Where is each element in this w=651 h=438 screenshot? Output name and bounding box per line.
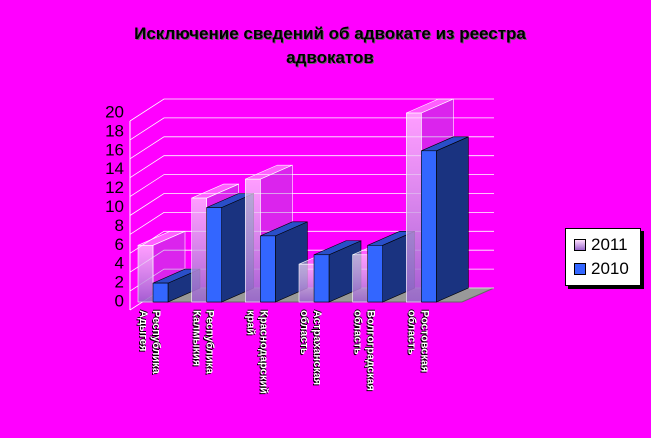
chart-title: Исключение сведений об адвокате из реест… (134, 24, 526, 67)
x-tick-label: Республика Калмыкия (190, 310, 216, 374)
y-tick-label: 10 (105, 197, 124, 216)
y-tick-label: 6 (115, 235, 124, 254)
x-tick-label: Ростовская область (405, 310, 431, 373)
grid-line (129, 98, 494, 122)
y-tick-label: 16 (105, 140, 124, 159)
bar (298, 263, 315, 303)
legend-swatch (574, 239, 586, 251)
bar (406, 112, 422, 303)
grid-line (129, 174, 494, 197)
y-tick-label: 0 (115, 291, 124, 310)
y-tick-label: 18 (105, 121, 124, 140)
y-tick-label: 8 (115, 216, 124, 235)
legend-swatch (574, 263, 586, 275)
x-tick-label: Волгоградская область (351, 310, 377, 391)
y-tick-label: 4 (115, 254, 124, 273)
legend-label: 2010 (591, 259, 629, 278)
bar (206, 207, 222, 303)
y-tick-label: 2 (115, 273, 124, 292)
grid-line (129, 155, 494, 179)
legend-label: 2011 (591, 235, 628, 254)
bar (245, 178, 261, 303)
y-tick-label: 20 (105, 102, 124, 121)
bar (352, 254, 368, 303)
bar (367, 245, 383, 303)
legend: 2011 2010 (565, 228, 641, 286)
bar (137, 245, 154, 303)
grid-line (129, 117, 494, 141)
grid-line (129, 193, 494, 216)
x-tick-label: Астраханская область (298, 310, 323, 386)
bar (152, 282, 169, 303)
bar (191, 197, 207, 303)
bar-side (436, 136, 469, 303)
grid-line (129, 136, 494, 160)
bar (421, 150, 437, 303)
bar (313, 254, 330, 303)
x-tick-label: Республика Адыгея (137, 310, 162, 374)
y-tick-label: 12 (105, 178, 124, 197)
x-tick-label: Краснодарский край (244, 310, 270, 394)
y-tick-label: 14 (105, 159, 124, 178)
grid-line (129, 211, 494, 235)
bar (260, 235, 276, 303)
